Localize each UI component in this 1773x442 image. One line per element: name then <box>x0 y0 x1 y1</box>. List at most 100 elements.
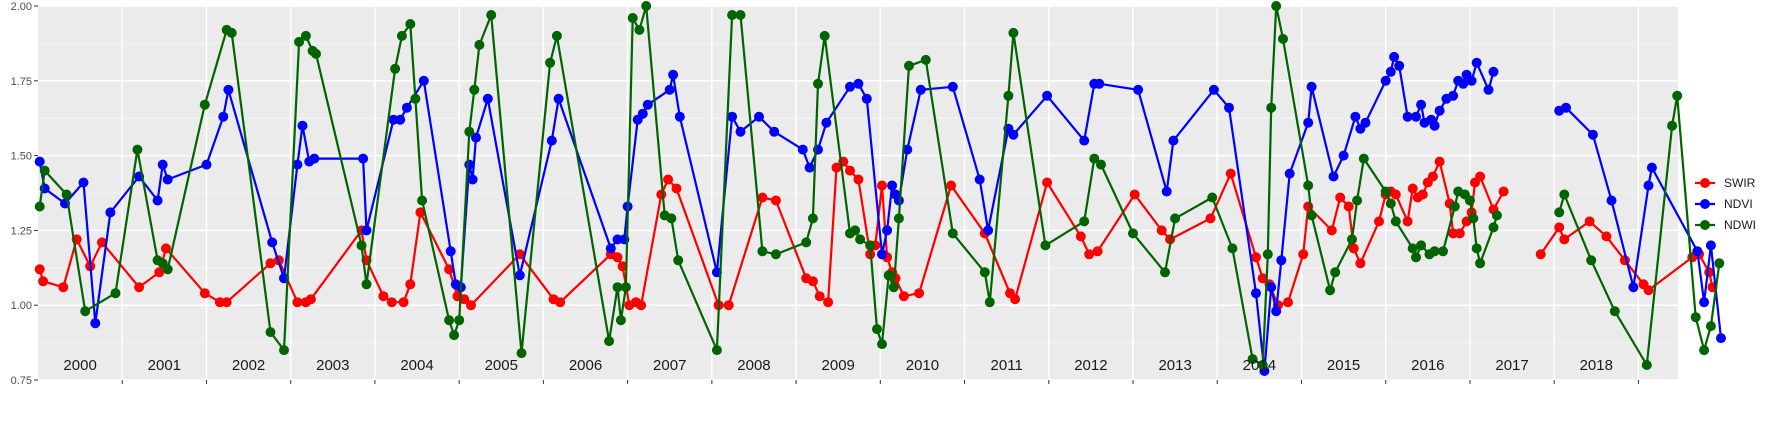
ndvi-point <box>1168 135 1179 146</box>
ndwi-point <box>1438 246 1448 257</box>
swir-point <box>1554 222 1565 233</box>
ndvi-point <box>754 111 764 122</box>
swir-point <box>415 207 426 218</box>
ndwi-point <box>1278 33 1288 44</box>
swir-point <box>1348 243 1359 254</box>
ndwi-point <box>279 345 289 356</box>
ndvi-point <box>514 270 525 281</box>
ndwi-point <box>1271 1 1282 11</box>
ndwi-point <box>865 240 876 251</box>
ndwi-point <box>1471 243 1482 254</box>
swir-point <box>1283 297 1293 308</box>
ndwi-point <box>612 282 623 293</box>
ndwi-point <box>1170 213 1181 224</box>
ndvi-point <box>1692 246 1703 257</box>
ndwi-point <box>110 288 121 299</box>
ndvi-point <box>292 159 303 170</box>
legend-label: NDVI <box>1724 197 1753 211</box>
ndwi-point <box>444 315 455 326</box>
swir-point <box>199 288 210 299</box>
swir-point <box>459 294 470 305</box>
ndwi-point <box>1411 252 1421 263</box>
ndvi-point <box>445 246 456 257</box>
swir-point <box>134 282 145 293</box>
swir-point <box>1092 246 1103 257</box>
year-label: 2013 <box>1158 357 1191 374</box>
ndvi-point <box>162 174 173 185</box>
ndwi-point <box>1257 360 1268 370</box>
ndwi-point <box>469 84 480 95</box>
ndwi-point <box>1128 228 1138 239</box>
swir-point <box>1251 252 1261 263</box>
ndwi-point <box>757 246 768 257</box>
ndwi-point <box>1468 213 1479 224</box>
swir-point <box>221 297 232 308</box>
ndwi-point <box>39 165 50 176</box>
ndwi-point <box>1227 243 1238 254</box>
ndvi-point <box>1303 117 1314 128</box>
swir-point <box>1559 234 1570 245</box>
ndwi-point <box>1672 90 1683 101</box>
swir-point <box>757 192 768 203</box>
ndvi-point <box>642 99 653 110</box>
ndvi-point <box>735 126 746 137</box>
ndvi-point <box>267 237 278 248</box>
swir-point <box>877 180 887 191</box>
ndwi-point <box>486 10 497 20</box>
swir-point <box>305 294 316 305</box>
swir-point <box>914 288 925 299</box>
ndvi-point <box>947 81 958 92</box>
ndvi-point <box>553 93 564 104</box>
ndvi-point <box>1224 102 1234 113</box>
legend: SWIR NDVI NDWI <box>1695 176 1756 232</box>
ndvi-point <box>1416 99 1427 110</box>
swir-point <box>1010 294 1021 305</box>
ndwi-point <box>984 297 995 308</box>
ndvi-point <box>464 159 475 170</box>
series-lines <box>34 1 1726 376</box>
ndvi-point <box>1394 60 1405 71</box>
year-label: 2001 <box>148 357 181 374</box>
swir-point <box>1084 249 1095 260</box>
ndwi-point <box>294 36 305 47</box>
ndwi-point <box>1407 243 1418 254</box>
ndwi-point <box>1003 90 1014 101</box>
ndwi-point <box>162 264 173 275</box>
ndvi-point <box>1161 186 1172 197</box>
swir-point <box>1326 225 1337 236</box>
swir-point <box>671 183 682 194</box>
ndwi-point <box>1079 216 1090 227</box>
ndvi-point <box>157 159 168 170</box>
ndvi-point <box>1488 66 1499 77</box>
swir-point <box>1355 258 1366 269</box>
ndvi-point <box>223 84 234 95</box>
ndvi-point <box>983 225 994 236</box>
swir-point <box>466 300 476 311</box>
ndwi-point <box>819 30 830 41</box>
ndvi-point <box>1448 90 1459 101</box>
legend-item-ndvi: NDVI <box>1695 197 1753 211</box>
year-label: 2016 <box>1411 357 1444 374</box>
y-tick-label: 1.25 <box>11 225 32 237</box>
ndwi-point <box>1429 246 1440 257</box>
ndwi-point <box>850 225 861 236</box>
year-label: 2017 <box>1495 357 1528 374</box>
ndwi-point <box>1690 312 1701 323</box>
ndvi-point <box>1587 129 1598 140</box>
ndwi-point <box>855 234 866 245</box>
swir-point <box>617 261 628 272</box>
ndvi-point <box>201 159 212 170</box>
ndvi-point <box>1705 240 1716 251</box>
ndvi-point <box>882 225 893 236</box>
ndvi-point <box>152 195 163 206</box>
ndwi-point <box>199 99 210 110</box>
swir-point <box>1374 216 1384 227</box>
ndvi-point <box>34 156 45 167</box>
year-label: 2003 <box>316 357 349 374</box>
ndwi-point <box>1699 345 1710 356</box>
swir-point <box>1407 183 1418 194</box>
ndwi-point <box>474 39 485 50</box>
ndwi-point <box>1247 354 1258 365</box>
ndvi-point <box>1008 129 1019 140</box>
